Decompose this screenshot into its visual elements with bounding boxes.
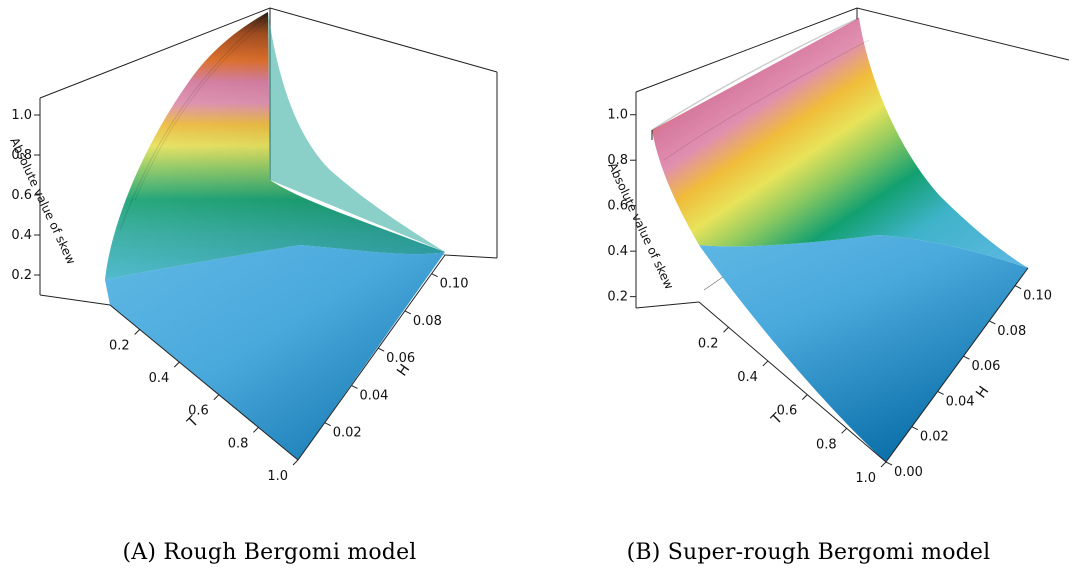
y-tick-mark (937, 391, 944, 395)
panel-a: 0.2 0.4 0.6 0.8 1.0 Absolute value of skew 0… (0, 7, 539, 565)
surface-plot-a: 0.20.40.60.81.0 Absolute value of skew 0… (7, 7, 498, 484)
x-tick-label: 0.8 (816, 437, 837, 452)
x-tick-label: 0.2 (109, 338, 130, 353)
x-tick-label: 0.2 (698, 336, 719, 351)
x-tick-label: 0.8 (228, 436, 249, 451)
x-tick-label: 1.0 (267, 469, 288, 484)
y-tick-label: 0.10 (1023, 289, 1052, 304)
y-axis-b: 0.00 0.02 0.04 0.06 0.08 0.10 (885, 285, 1052, 480)
z-tick-label: 0.2 (11, 268, 32, 283)
x-axis-b: 0.2 0.4 0.6 0.8 1.0 (698, 326, 887, 486)
surface-plot-b: 0.2 0.4 0.6 0.8 1.0 Absolute value of skew 0… (605, 7, 1070, 486)
y-tick-mark (989, 320, 996, 325)
x-tick-mark (801, 394, 808, 400)
caption-b: (B) Super-rough Bergomi model (539, 540, 1078, 565)
x-tick-mark (723, 326, 729, 333)
surface-b (651, 17, 1028, 462)
x-tick-label: 0.6 (188, 404, 209, 419)
y-tick-mark (431, 273, 438, 278)
x-axis-a: 0.2 0.4 0.6 0.8 1.0 (109, 329, 299, 484)
x-tick-mark (880, 461, 887, 468)
y-tick-mark (377, 347, 385, 352)
x-tick-mark (762, 360, 769, 367)
x-tick-mark (173, 361, 180, 368)
y-tick-label: 0.02 (333, 426, 362, 441)
x-tick-label: 1.0 (855, 471, 876, 486)
y-tick-mark (885, 461, 893, 466)
x-tick-mark (213, 394, 220, 401)
y-tick-mark (1014, 285, 1022, 290)
y-tick-label: 0.06 (386, 351, 415, 366)
caption-a: (A) Rough Bergomi model (0, 540, 539, 565)
y-tick-mark (404, 310, 412, 315)
x-tick-mark (841, 427, 847, 434)
z-axis-b: 0.2 0.4 0.6 0.8 1.0 (607, 108, 636, 305)
caption-text-a: Rough Bergomi model (163, 540, 417, 565)
y-tick-label: 0.00 (894, 465, 923, 480)
x-tick-label: 0.6 (777, 404, 798, 419)
z-axis-a: 0.2 0.4 0.6 0.8 1.0 (11, 108, 40, 283)
z-tick-label: 0.2 (607, 290, 628, 305)
y-tick-label: 0.06 (971, 359, 1000, 374)
z-tick-label: 0.8 (11, 148, 32, 163)
y-tick-label: 0.08 (413, 314, 442, 329)
y-tick-label: 0.08 (997, 324, 1026, 339)
y-tick-label: 0.10 (440, 277, 469, 292)
x-tick-label: 0.4 (737, 370, 758, 385)
y-tick-mark (963, 355, 970, 360)
z-tick-label: 0.4 (11, 228, 32, 243)
z-tick-label: 0.6 (11, 188, 32, 203)
x-tick-mark (292, 459, 299, 466)
caption-tag-b: (B) (626, 540, 661, 565)
z-tick-label: 1.0 (11, 108, 32, 123)
box-front-edges-a (39, 254, 498, 461)
z-tick-label: 0.8 (607, 153, 628, 168)
x-tick-mark (134, 329, 141, 335)
y-tick-label: 0.02 (920, 430, 949, 445)
x-tick-label: 0.4 (149, 371, 170, 386)
y-axis-label-b: H (973, 383, 992, 401)
caption-text-b: Super-rough Bergomi model (667, 540, 991, 565)
z-tick-label: 0.6 (607, 199, 628, 214)
z-tick-label: 0.4 (607, 244, 628, 259)
x-tick-mark (253, 427, 259, 433)
y-tick-mark (324, 422, 331, 427)
z-axis-label-b: Absolute value of skew (605, 160, 676, 291)
panel-b: 0.2 0.4 0.6 0.8 1.0 Absolute value of skew 0… (539, 0, 1078, 588)
box-front-edges-b (635, 130, 1029, 463)
caption-tag-a: (A) (122, 540, 157, 565)
y-tick-mark (351, 385, 358, 389)
surface-a (105, 12, 445, 460)
y-tick-label: 0.04 (946, 394, 975, 409)
y-tick-label: 0.04 (359, 388, 388, 403)
y-axis-a: 0.02 0.04 0.06 0.08 0.10 (324, 273, 469, 441)
y-tick-mark (911, 426, 919, 431)
z-tick-label: 1.0 (607, 108, 628, 123)
